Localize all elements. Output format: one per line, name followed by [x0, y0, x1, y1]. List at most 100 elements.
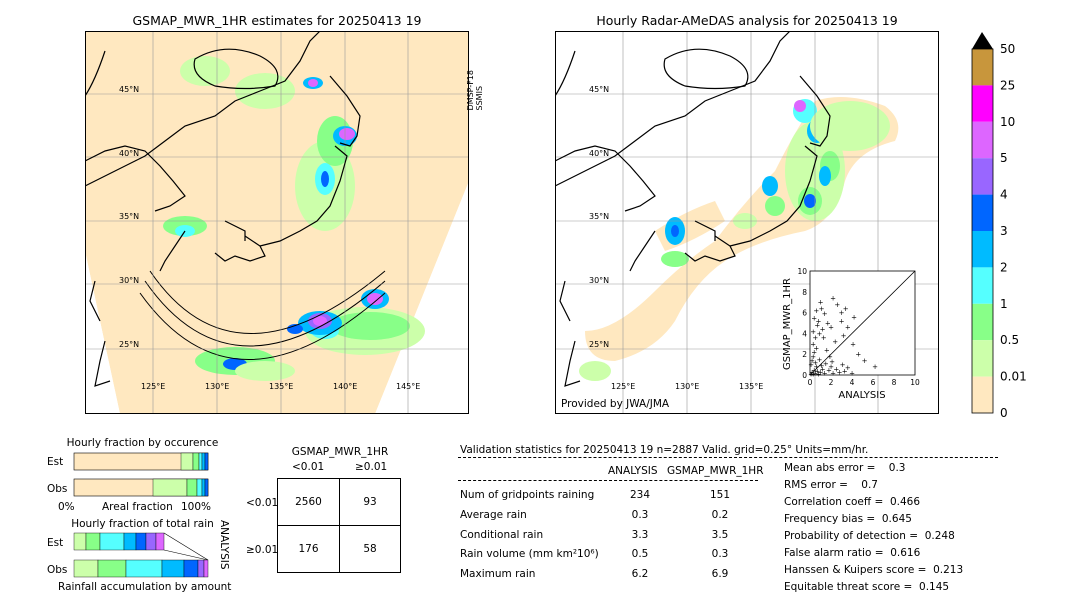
score-hk: Hanssen & Kuipers score = 0.213: [784, 564, 964, 576]
validation-col-gsmap: GSMAP_MWR_1HR: [667, 465, 764, 477]
left-lat-25: 25°N: [119, 340, 139, 349]
colorbar-segment: [972, 49, 993, 86]
validation-col-analysis: ANALYSIS: [608, 465, 658, 477]
scatter-point: +: [811, 349, 817, 357]
satellite-label: DMSP-F18 SSMIS: [466, 70, 484, 111]
colorbar-segment: [972, 340, 993, 377]
validation-row-gsmap: 6.9: [711, 568, 729, 580]
scatter-point: +: [808, 370, 814, 378]
occurrence-est-label: Est: [47, 456, 64, 468]
left-lon-145: 145°E: [396, 382, 420, 391]
scatter-xtick: 2: [829, 378, 834, 387]
score-pod: Probability of detection = 0.248: [784, 530, 955, 542]
validation-row-label: Rain volume (mm km²10⁶): [460, 548, 599, 560]
colorbar-segment: [972, 158, 993, 195]
left-lat-30: 30°N: [119, 276, 139, 285]
right-lat-25: 25°N: [589, 340, 609, 349]
scatter-point: +: [839, 317, 845, 325]
scatter-point: +: [819, 305, 825, 313]
scatter-ylabel: GSMAP_MWR_1HR: [782, 278, 793, 370]
data-credit: Provided by JWA/JMA: [561, 398, 670, 410]
contingency-col-0: <0.01: [292, 461, 325, 473]
left-lat-35: 35°N: [119, 212, 139, 221]
scatter-point: +: [812, 369, 818, 377]
scatter-points: ++++++++++++++++++++++++++++++++++++++++…: [808, 295, 878, 379]
scatter-point: +: [840, 361, 846, 369]
colorbar-label: 4: [1000, 188, 1008, 202]
contingency-row-1: ≥0.01: [246, 544, 279, 556]
scatter-point: +: [822, 310, 828, 318]
validation-row-label: Average rain: [460, 509, 527, 521]
colorbar-frame: [971, 48, 994, 414]
scatter-point: +: [825, 320, 831, 328]
score-far: False alarm ratio = 0.616: [784, 547, 921, 559]
scatter-point: +: [811, 314, 817, 322]
colorbar-segment: [972, 121, 993, 159]
validation-row-analysis: 3.3: [631, 529, 649, 541]
validation-header: Validation statistics for 20250413 19 n=…: [460, 444, 869, 456]
scatter-point: +: [830, 295, 836, 303]
scatter-point: +: [810, 370, 816, 378]
left-lon-130: 130°E: [205, 382, 229, 391]
colorbar-label: 2: [1000, 260, 1008, 274]
total-rain-est-label: Est: [47, 537, 64, 549]
scatter-point: +: [827, 353, 833, 361]
validation-row-gsmap: 0.3: [711, 548, 729, 560]
colorbar-label: 1: [1000, 297, 1008, 311]
scatter-point: +: [810, 353, 816, 361]
scatter-point: +: [829, 358, 835, 366]
scatter-point: +: [834, 301, 840, 309]
scatter-point: +: [809, 357, 815, 365]
scatter-point: +: [820, 326, 826, 334]
scatter-point: +: [819, 362, 825, 370]
scatter-point: +: [814, 322, 820, 330]
scatter-point: +: [812, 359, 818, 367]
scatter-point: +: [812, 334, 818, 342]
colorbar-segment: [972, 194, 993, 231]
scatter-point: +: [842, 367, 848, 375]
validation-row-gsmap: 151: [709, 489, 731, 501]
right-lat-45: 45°N: [589, 85, 609, 94]
right-lon-135: 135°E: [739, 382, 763, 391]
scatter-point: +: [836, 368, 842, 376]
scatter-point: +: [810, 340, 816, 348]
total-rain-title: Hourly fraction of total rain: [71, 518, 214, 530]
scatter-point: +: [808, 361, 814, 369]
validation-row-label: Conditional rain: [460, 529, 544, 541]
contingency-cell-3: 58: [363, 543, 377, 555]
scatter-point: +: [821, 334, 827, 342]
scatter-point: +: [813, 307, 819, 315]
scatter-point: +: [815, 370, 821, 378]
scatter-xtick: 0: [808, 378, 813, 387]
validation-row-analysis: 6.2: [631, 568, 649, 580]
left-lon-140: 140°E: [333, 382, 357, 391]
colorbar-label: 0.5: [1000, 333, 1019, 347]
colorbar-label: 50: [1000, 42, 1015, 56]
scatter-ytick: 2: [802, 350, 807, 359]
scatter-ytick: 8: [802, 288, 807, 297]
left-lon-125: 125°E: [141, 382, 165, 391]
colorbar-segment: [972, 376, 993, 413]
scatter-ytick: 10: [797, 267, 807, 276]
scatter-xtick: 4: [850, 378, 855, 387]
scatter-point: +: [824, 347, 830, 355]
score-correlation: Correlation coeff = 0.466: [784, 496, 920, 508]
scatter-point: +: [813, 344, 819, 352]
scatter-point: +: [830, 369, 836, 377]
contingency-cell-1: 93: [363, 496, 377, 508]
occurrence-axis-right: 100%: [181, 501, 212, 513]
scatter-point: +: [828, 363, 834, 371]
scatter-point: +: [841, 332, 847, 340]
scatter-point: +: [811, 366, 817, 374]
scatter-point: +: [817, 330, 823, 338]
left-map: 45°N 40°N 35°N 30°N 25°N 125°E 130°E 135…: [85, 31, 469, 414]
scatter-xtick: 8: [892, 378, 897, 387]
scatter-point: +: [815, 317, 821, 325]
colorbar-label: 0.01: [1000, 370, 1027, 384]
scatter-point: +: [849, 369, 855, 377]
validation-row-gsmap: 0.2: [711, 509, 729, 521]
left-lon-135: 135°E: [269, 382, 293, 391]
scatter-plot: ++++++++++++++++++++++++++++++++++++++++…: [782, 267, 920, 401]
score-mean-abs-error: Mean abs error = 0.3: [784, 462, 906, 474]
scatter-ytick: 0: [802, 371, 807, 380]
